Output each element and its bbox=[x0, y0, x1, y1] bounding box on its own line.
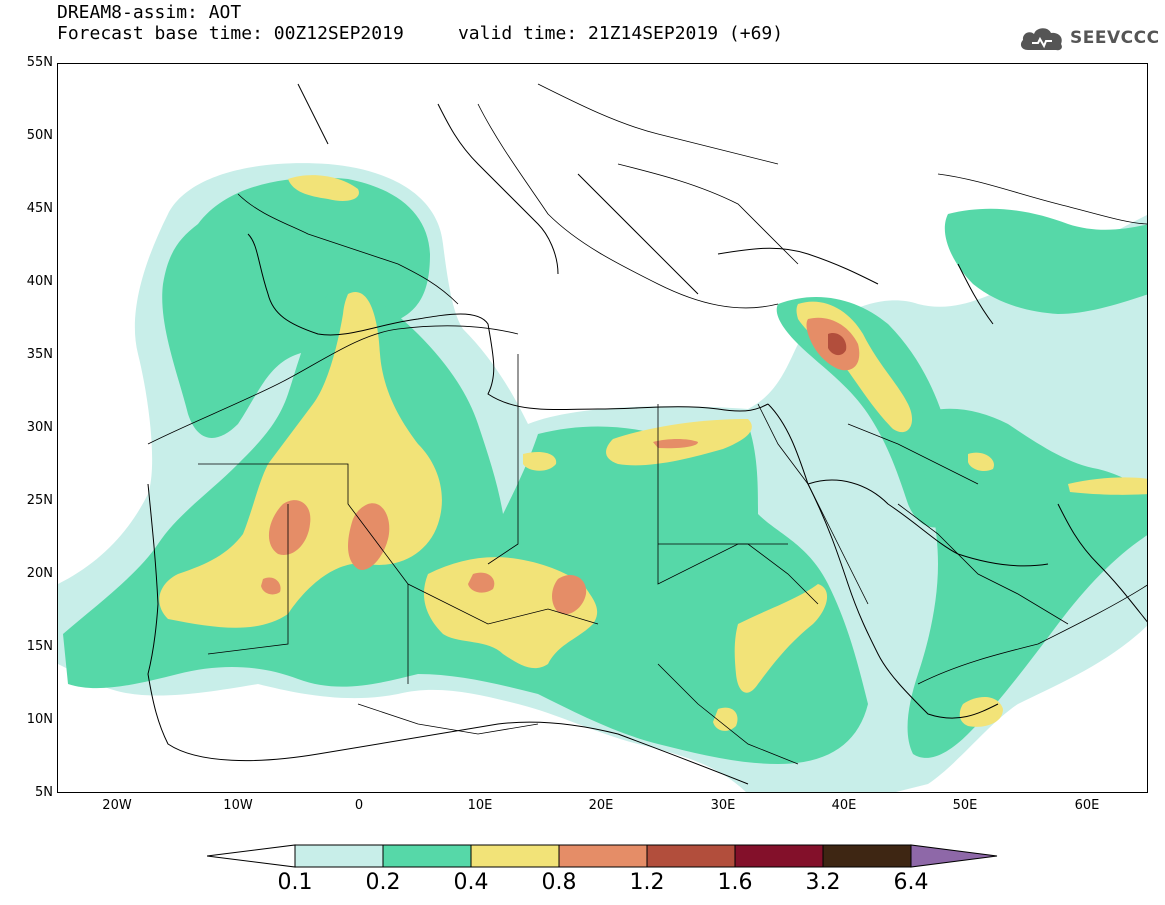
colorbar-label-6-4: 6.4 bbox=[893, 870, 929, 895]
lat-label-5n: 5N bbox=[35, 785, 53, 800]
colorbar-bin-5 bbox=[646, 844, 736, 868]
lat-label-40n: 40N bbox=[26, 274, 53, 289]
lat-label-50n: 50N bbox=[26, 128, 53, 143]
aot-contour-0-8 bbox=[261, 317, 860, 615]
colorbar-bin-1 bbox=[294, 844, 384, 868]
colorbar-under-triangle bbox=[207, 844, 296, 868]
lat-label-20n: 20N bbox=[26, 566, 53, 581]
coastlines bbox=[147, 83, 1147, 785]
lat-label-15n: 15N bbox=[26, 639, 53, 654]
seevccc-logo: SEEVCCC bbox=[1018, 24, 1160, 52]
colorbar-bin-3 bbox=[470, 844, 560, 868]
colorbar bbox=[207, 844, 998, 868]
forecast-times: Forecast base time: 00Z12SEP2019 valid t… bbox=[57, 23, 784, 44]
lon-label-40e: 40E bbox=[831, 798, 857, 813]
lon-label-0: 0 bbox=[354, 798, 364, 813]
colorbar-label-0-1: 0.1 bbox=[277, 870, 313, 895]
lat-label-55n: 55N bbox=[26, 55, 53, 70]
country-borders bbox=[147, 83, 1147, 765]
colorbar-label-0-2: 0.2 bbox=[365, 870, 401, 895]
cloud-icon bbox=[1020, 28, 1062, 51]
colorbar-label-1-6: 1.6 bbox=[717, 870, 753, 895]
lon-label-20e: 20E bbox=[588, 798, 614, 813]
lon-label-10w: 10W bbox=[223, 798, 253, 813]
aot-map bbox=[57, 63, 1148, 793]
lat-label-25n: 25N bbox=[26, 493, 53, 508]
lon-label-60e: 60E bbox=[1074, 798, 1100, 813]
colorbar-bin-2 bbox=[382, 844, 472, 868]
colorbar-label-1-2: 1.2 bbox=[629, 870, 665, 895]
colorbar-over-triangle bbox=[910, 844, 998, 868]
logo-text: SEEVCCC bbox=[1070, 28, 1160, 48]
lon-label-50e: 50E bbox=[952, 798, 978, 813]
colorbar-bin-7 bbox=[822, 844, 912, 868]
colorbar-bin-6 bbox=[734, 844, 824, 868]
colorbar-label-3-2: 3.2 bbox=[805, 870, 841, 895]
lon-label-10e: 10E bbox=[467, 798, 493, 813]
colorbar-label-0-4: 0.4 bbox=[453, 870, 489, 895]
lat-label-30n: 30N bbox=[26, 420, 53, 435]
lat-label-45n: 45N bbox=[26, 201, 53, 216]
aot-map-svg bbox=[58, 83, 1147, 792]
lat-label-35n: 35N bbox=[26, 347, 53, 362]
map-title-block: DREAM8-assim: AOT Forecast base time: 00… bbox=[57, 2, 783, 44]
lat-label-10n: 10N bbox=[26, 712, 53, 727]
aot-contour-1-2 bbox=[828, 333, 847, 356]
colorbar-bin-4 bbox=[558, 844, 648, 868]
lon-label-20w: 20W bbox=[102, 798, 132, 813]
map-title: DREAM8-assim: AOT bbox=[57, 2, 242, 23]
colorbar-label-0-8: 0.8 bbox=[541, 870, 577, 895]
lon-label-30e: 30E bbox=[710, 798, 736, 813]
